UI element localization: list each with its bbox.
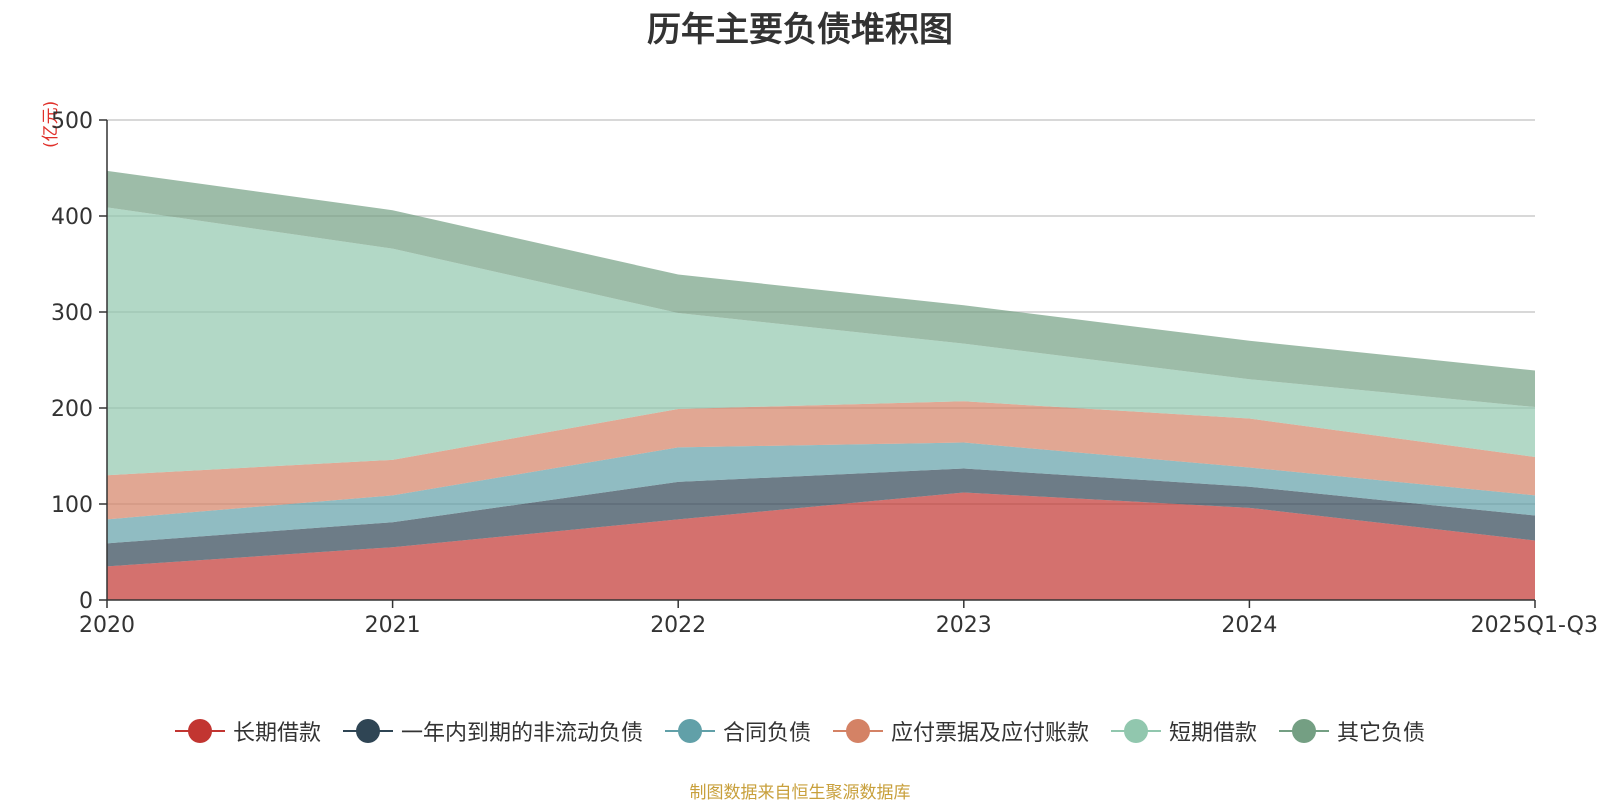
chart-legend: 长期借款 一年内到期的非流动负债 合同负债 应付票据及应付账款 短期借款 其它负债 <box>0 715 1600 747</box>
legend-marker-icon <box>174 719 225 743</box>
y-tick-label: 100 <box>51 493 93 518</box>
y-tick-label: 300 <box>51 301 93 326</box>
legend-marker-icon <box>1111 719 1162 743</box>
y-tick-label: 200 <box>51 397 93 422</box>
series-area-1 <box>107 492 1535 600</box>
legend-label: 短期借款 <box>1169 721 1258 746</box>
series-area-2 <box>107 468 1535 567</box>
y-tick-label: 500 <box>51 109 93 134</box>
x-tick-label: 2025Q1-Q3 <box>1471 613 1598 638</box>
legend-marker-icon <box>833 719 883 743</box>
y-tick-label: 400 <box>51 205 93 230</box>
series-area-4 <box>107 401 1535 520</box>
legend-item-3[interactable]: 合同负债 <box>664 715 811 747</box>
x-tick-label: 2020 <box>79 613 135 638</box>
source-note: 制图数据来自恒生聚源数据库 <box>689 783 911 803</box>
legend-label: 长期借款 <box>232 721 321 746</box>
legend-item-5[interactable]: 短期借款 <box>1111 715 1257 747</box>
legend-label: 其它负债 <box>1337 721 1426 746</box>
legend-item-4[interactable]: 应付票据及应付账款 <box>833 715 1089 747</box>
legend-item-1[interactable]: 长期借款 <box>174 715 321 747</box>
x-tick-label: 2022 <box>650 613 706 638</box>
legend-marker-icon <box>342 719 393 743</box>
x-tick-label: 2024 <box>1221 613 1277 638</box>
legend-marker-icon <box>664 719 715 743</box>
chart-title: 历年主要负债堆积图 <box>647 10 953 50</box>
series-area-6 <box>107 170 1535 408</box>
legend-label: 一年内到期的非流动负债 <box>400 721 643 746</box>
legend-marker-icon <box>1279 719 1330 743</box>
y-tick-label: 0 <box>79 589 93 614</box>
legend-label: 合同负债 <box>722 721 811 746</box>
legend-item-2[interactable]: 一年内到期的非流动负债 <box>342 715 643 747</box>
series-area-5 <box>107 207 1535 476</box>
x-tick-label: 2021 <box>365 613 421 638</box>
legend-label: 应付票据及应付账款 <box>891 721 1090 746</box>
legend-item-6[interactable]: 其它负债 <box>1279 715 1425 747</box>
series-area-3 <box>107 442 1535 544</box>
x-tick-label: 2023 <box>936 613 992 638</box>
